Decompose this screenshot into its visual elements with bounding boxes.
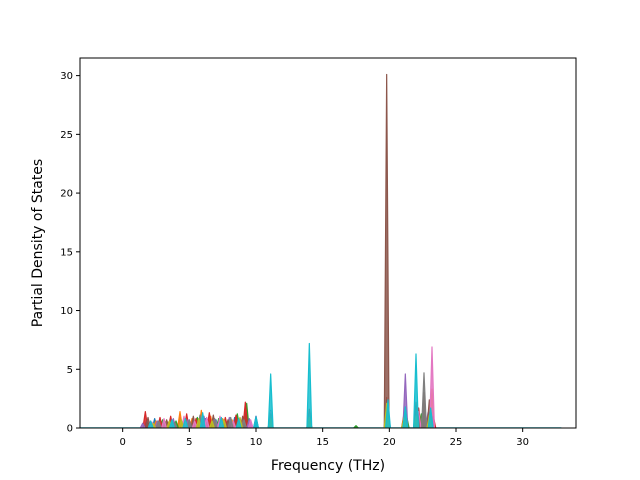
pdos-peak	[209, 420, 215, 428]
pdos-peak	[182, 418, 189, 428]
pdos-peak	[155, 420, 162, 428]
pdos-peak	[147, 420, 154, 428]
pdos-peak	[218, 416, 225, 428]
pdos-peak	[247, 419, 254, 428]
pdos-peak	[421, 372, 427, 428]
pdos-peak	[427, 407, 434, 428]
y-tick-label: 20	[60, 189, 73, 200]
x-tick-label: 5	[186, 437, 192, 448]
pdos-peak	[235, 418, 242, 428]
x-tick-label: 15	[316, 437, 329, 448]
y-tick-label: 0	[67, 424, 73, 435]
y-tick-label: 15	[60, 247, 73, 258]
pdos-peak	[161, 418, 167, 428]
pdos-peak	[353, 425, 359, 428]
pdos-peak	[241, 419, 247, 428]
x-axis-label: Frequency (THz)	[271, 458, 385, 474]
pdos-peak	[186, 419, 193, 428]
series-10	[147, 342, 434, 428]
pdos-peak	[383, 73, 390, 428]
pdos-peak	[227, 416, 234, 428]
y-axis-label: Partial Density of States	[30, 159, 46, 327]
pdos-peak	[195, 418, 202, 428]
x-tick-label: 30	[516, 437, 529, 448]
y-tick-label: 5	[67, 365, 73, 376]
y-tick-label: 25	[60, 130, 73, 141]
series-layer	[80, 73, 562, 428]
y-tick-label: 30	[60, 71, 73, 82]
pdos-peak	[203, 416, 210, 428]
x-tick-label: 0	[119, 437, 125, 448]
y-tick-label: 10	[60, 306, 73, 317]
axis-layer: 0 5 10 15 20 25 30 0 5 10 15 20 25 30	[60, 71, 529, 448]
x-tick-label: 25	[450, 437, 463, 448]
pdos-peak	[402, 406, 409, 428]
pdos-peak	[191, 420, 198, 428]
pdos-peak	[306, 342, 313, 428]
x-tick-label: 20	[383, 437, 396, 448]
pdos-peak	[253, 416, 259, 428]
pdos-peak	[139, 422, 146, 428]
pdos-peak	[385, 399, 391, 428]
pdos-peak	[169, 419, 175, 428]
pdos-peak	[199, 412, 206, 428]
pdos-peak	[413, 353, 419, 428]
pdos-peak	[267, 373, 274, 428]
x-tick-label: 10	[250, 437, 263, 448]
plot-frame	[79, 57, 577, 429]
pdos-peak	[178, 419, 185, 428]
